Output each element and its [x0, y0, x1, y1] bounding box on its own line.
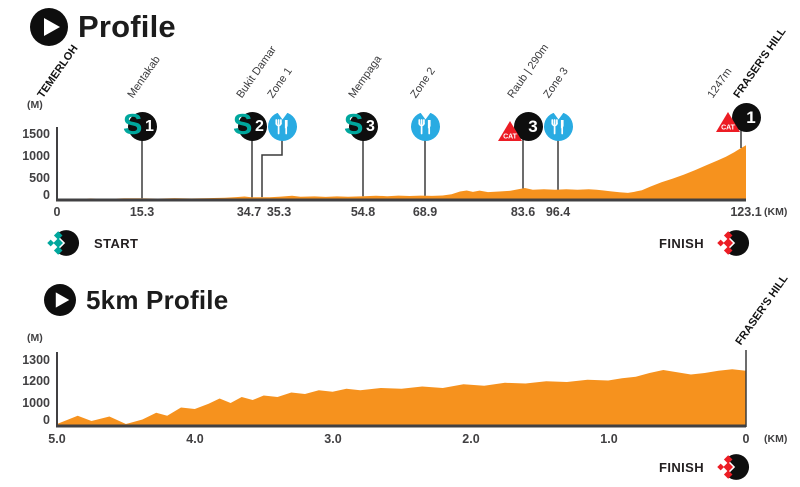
x-tick-main-34.7: 34.7 — [236, 205, 262, 219]
y-tick-5km-1300: 1300 — [22, 353, 50, 367]
x-tick-main-123.1: 123.1 — [730, 205, 762, 219]
main-profile-header: Profile — [30, 8, 176, 46]
page-title: Profile — [78, 9, 176, 44]
y-tick-5km-1200: 1200 — [22, 374, 50, 388]
sprint-number: 3 — [366, 118, 375, 135]
cat-number: 1 — [746, 108, 756, 127]
finish-label: FINISH — [658, 235, 704, 251]
feed-zone-stem — [261, 140, 283, 198]
5km-profile-header: 5km Profile — [44, 284, 228, 316]
play-icon — [30, 8, 68, 46]
play-icon — [44, 284, 76, 316]
cat-1-climb-icon: 1 CAT — [715, 102, 769, 136]
sprint-2-icon: S 2 — [228, 111, 276, 143]
finish-logo-icon — [716, 454, 750, 480]
sprint-3-icon: S 3 — [339, 111, 387, 143]
x-tick-main-15.3: 15.3 — [129, 205, 155, 219]
sprint-number: 1 — [145, 118, 154, 135]
start-logo-icon — [46, 230, 80, 256]
x-tick-main-68.9: 68.9 — [412, 205, 438, 219]
y-axis-unit-5km: (M) — [27, 332, 43, 344]
sprint-s-glyph: S — [344, 109, 364, 141]
finish-row-5km: FINISH — [600, 452, 750, 482]
x-tick-5km-0: 0 — [742, 432, 750, 446]
y-axis-unit-main: (M) — [27, 99, 43, 111]
cat-triangle-icon: CAT — [498, 121, 522, 141]
cat-triangle-icon: CAT — [716, 112, 740, 132]
svg-text:CAT: CAT — [721, 125, 736, 132]
x-tick-5km-1.0: 1.0 — [600, 432, 618, 446]
x-tick-5km-5.0: 5.0 — [48, 432, 66, 446]
fork-knife-icon — [267, 111, 297, 141]
5km-profile-area — [57, 369, 746, 427]
sprint-s-glyph: S — [233, 109, 253, 141]
fork-knife-icon — [410, 111, 440, 141]
x-tick-5km-2.0: 2.0 — [462, 432, 480, 446]
sprint-circle — [127, 112, 157, 141]
start-label: START — [94, 235, 139, 251]
y-tick-main-1500: 1500 — [22, 127, 50, 141]
feed-zone-icon — [267, 111, 297, 141]
sprint-circle — [237, 112, 267, 141]
finish-row-main: FINISH — [600, 228, 750, 258]
x-axis-unit-5km: (KM) — [764, 433, 788, 445]
x-tick-main-35.3: 35.3 — [266, 205, 292, 219]
x-tick-main-54.8: 54.8 — [350, 205, 376, 219]
y-tick-5km-1000: 1000 — [22, 396, 50, 410]
sprint-s-glyph: S — [123, 109, 143, 141]
y-tick-main-1000: 1000 — [22, 149, 50, 163]
x-tick-main-83.6: 83.6 — [510, 205, 536, 219]
x-axis-unit-main: (KM) — [764, 206, 788, 218]
x-tick-main-96.4: 96.4 — [545, 205, 571, 219]
x-tick-5km-4.0: 4.0 — [186, 432, 204, 446]
svg-text:CAT: CAT — [503, 134, 518, 141]
finish-logo-icon — [716, 230, 750, 256]
sprint-1-icon: S 1 — [118, 111, 166, 143]
cat-number: 3 — [528, 117, 538, 136]
x-tick-5km-3.0: 3.0 — [324, 432, 342, 446]
y-tick-main-0: 0 — [43, 188, 50, 202]
sprint-number: 2 — [255, 118, 264, 135]
finish-label: FINISH — [658, 459, 704, 475]
start-row: START — [46, 228, 138, 258]
x-tick-main-0: 0 — [53, 205, 61, 219]
cat-3-climb-icon: 3 CAT — [497, 111, 551, 145]
main-profile-area — [57, 145, 746, 201]
sprint-circle — [348, 112, 378, 141]
feed-zone-icon — [410, 111, 440, 141]
section-title-5km: 5km Profile — [86, 284, 229, 315]
y-tick-main-500: 500 — [29, 171, 50, 185]
feed-zone-icon — [543, 111, 573, 141]
y-tick-5km-0: 0 — [43, 413, 50, 427]
fork-knife-icon — [543, 111, 573, 141]
